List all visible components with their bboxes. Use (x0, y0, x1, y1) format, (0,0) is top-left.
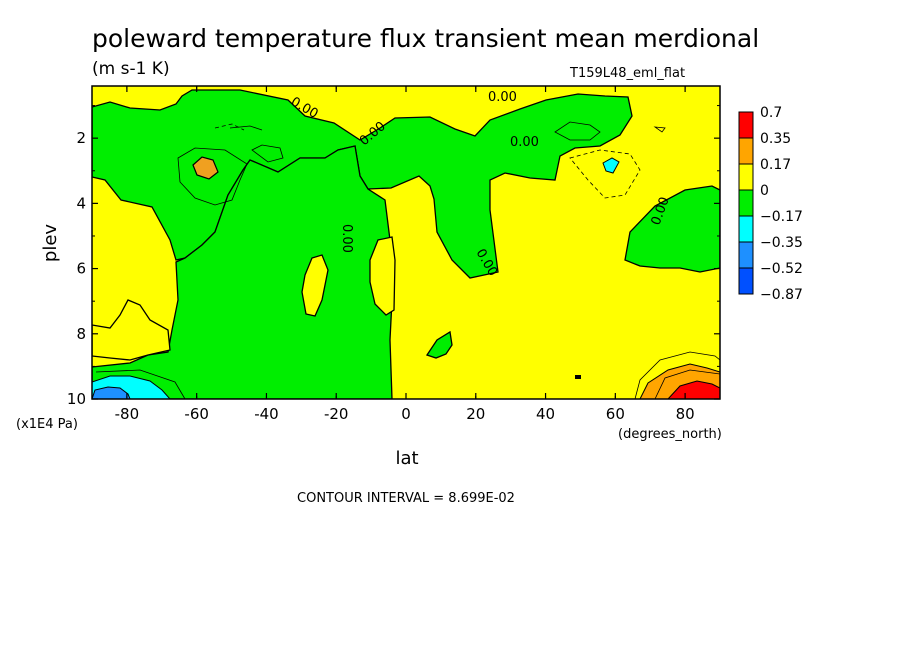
color-legend: 0.7 0.35 0.17 0 −0.17 −0.35 −0.52 −0.87 (738, 105, 803, 303)
plot-area: 0.00 0.00 0.00 0.00 0.00 0.00 0.00 -80 -6… (67, 85, 721, 423)
chart-units: (m s-1 K) (92, 59, 170, 79)
negative-region-small (425, 330, 453, 359)
y-axis: 2 4 6 8 10 (67, 105, 720, 408)
y-tick-label: 10 (67, 390, 86, 408)
negative-region-right (624, 185, 720, 273)
legend-level-label: −0.87 (760, 287, 803, 303)
legend-level-label: 0 (760, 183, 769, 199)
legend-swatch (738, 111, 754, 139)
x-tick-label: -40 (254, 405, 279, 423)
run-label: T159L48_eml_flat (569, 66, 685, 81)
x-unit-label: (degrees_north) (618, 427, 722, 442)
legend-level-label: 0.7 (760, 105, 782, 121)
negative-min-north (602, 157, 620, 174)
legend-level-label: −0.17 (760, 209, 803, 225)
y-tick-label: 2 (76, 129, 86, 147)
y-tick-label: 4 (76, 194, 86, 212)
contour-label: 0.00 (488, 90, 517, 105)
negative-core-south (92, 386, 131, 399)
x-tick-label: -80 (115, 405, 140, 423)
negative-region-lower (92, 145, 393, 399)
x-tick-label: -20 (324, 405, 349, 423)
chart-title: poleward temperature flux transient mean… (92, 24, 759, 53)
positive-region-midlevel (92, 299, 171, 361)
positive-tongue-equator (369, 236, 396, 316)
legend-swatch (738, 215, 754, 243)
legend-level-label: 0.35 (760, 131, 791, 147)
thin-contours (95, 121, 720, 399)
legend-swatch (738, 241, 754, 269)
legend-swatch (738, 163, 754, 191)
legend-swatch (738, 267, 754, 295)
y-axis-title: plev (40, 224, 61, 263)
small-feature (575, 375, 581, 379)
positive-core-north (667, 380, 720, 399)
x-tick-label: 40 (536, 405, 555, 423)
legend-swatch (738, 137, 754, 165)
legend-swatch (738, 189, 754, 217)
x-tick-label: 20 (466, 405, 485, 423)
x-tick-label: 0 (401, 405, 411, 423)
x-tick-label: -60 (184, 405, 209, 423)
positive-max-south (192, 156, 219, 180)
x-axis: -80 -60 -40 -20 0 20 40 60 80 (115, 86, 695, 423)
x-axis-title: lat (395, 448, 418, 469)
y-tick-label: 8 (76, 325, 86, 343)
y-unit-label: (x1E4 Pa) (16, 417, 78, 432)
contour-label: 0.00 (339, 224, 354, 253)
contour-label: 0.00 (510, 135, 539, 150)
x-tick-label: 80 (676, 405, 695, 423)
positive-tongue-midlat (301, 254, 329, 317)
dashed-contours (214, 123, 641, 199)
contour-interval: CONTOUR INTERVAL = 8.699E-02 (297, 491, 515, 506)
x-tick-label: 60 (606, 405, 625, 423)
legend-level-label: −0.35 (760, 235, 803, 251)
y-tick-label: 6 (76, 260, 86, 278)
legend-level-label: −0.52 (760, 261, 803, 277)
legend-level-label: 0.17 (760, 157, 791, 173)
